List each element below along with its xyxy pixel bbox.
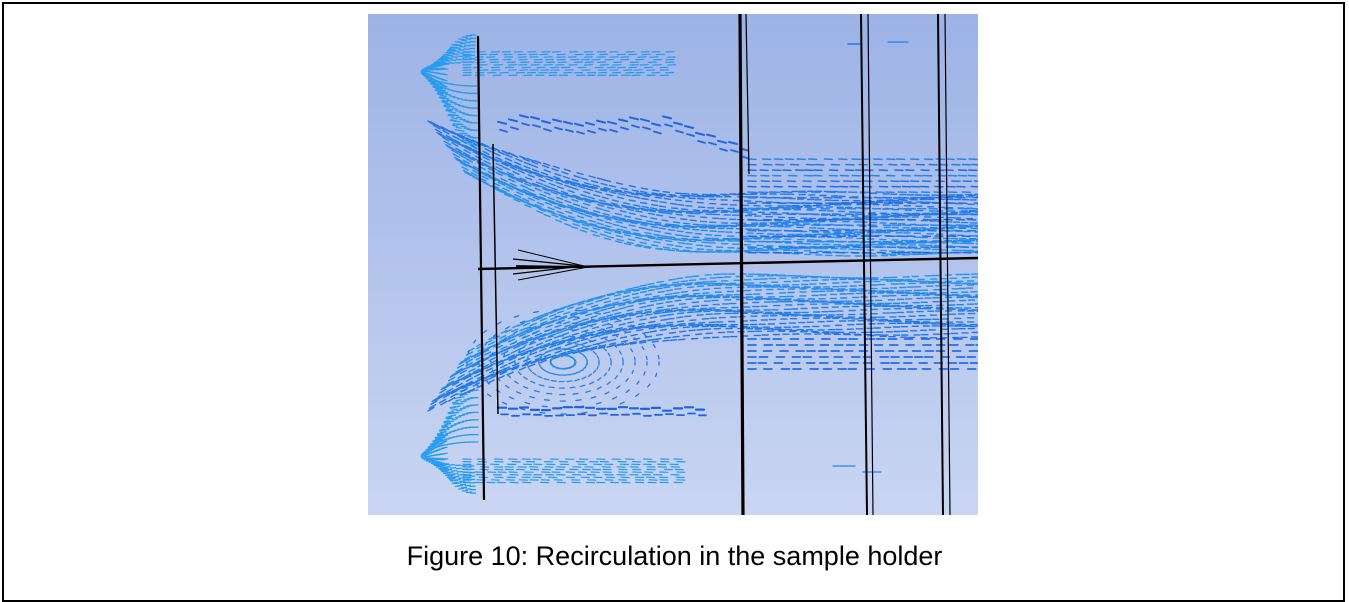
vector-field-svg [368, 14, 978, 515]
cfd-velocity-vector-plot [368, 14, 978, 515]
figure-caption: Figure 10: Recirculation in the sample h… [0, 540, 1349, 572]
